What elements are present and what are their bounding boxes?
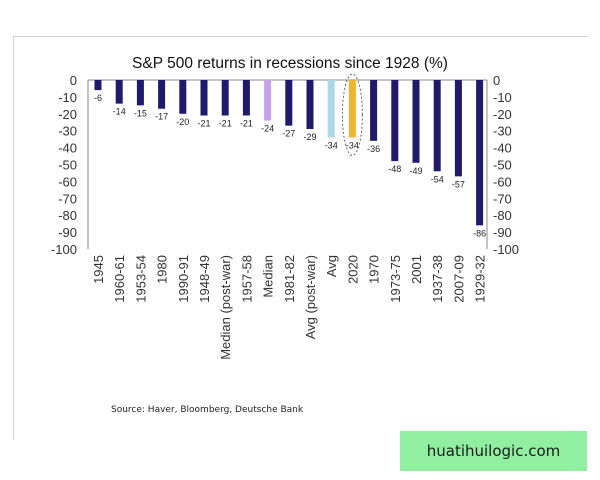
category-label-median-post-war: Median (post-war)	[218, 255, 233, 360]
bar-1980	[158, 80, 166, 109]
left-y-tick-label: -70	[58, 191, 77, 206]
source-note: Source: Haver, Bloomberg, Deutsche Bank	[111, 405, 304, 415]
data-label-1990-91: -20	[176, 117, 189, 127]
right-y-tick-label: -80	[493, 208, 512, 223]
data-label-2020: -34	[346, 140, 359, 150]
bar-1981-82	[285, 80, 293, 126]
data-label-1981-82: -27	[282, 129, 295, 139]
category-label-1953-54: 1953-54	[133, 255, 148, 303]
data-label-1957-58: -21	[240, 118, 253, 128]
left-y-tick-label: -60	[58, 174, 77, 189]
bar-1948-49	[200, 80, 208, 116]
data-label-avg: -34	[325, 140, 338, 150]
bar-median	[264, 80, 272, 121]
category-label-1957-58: 1957-58	[239, 255, 254, 303]
right-y-tick-label: -50	[493, 158, 512, 173]
right-y-tick-label: -60	[493, 174, 512, 189]
data-label-1980: -17	[155, 112, 168, 122]
data-label-1970: -36	[367, 144, 380, 154]
chart-title: S&P 500 returns in recessions since 1928…	[132, 55, 448, 72]
data-label-median: -24	[261, 124, 274, 134]
left-y-tick-label: -90	[58, 225, 77, 240]
data-label-avg-post-war: -29	[303, 132, 316, 142]
bar-1937-38	[433, 80, 441, 172]
right-y-tick-labels: 0 -10 -20 -30 -40 -50-60 -70 -80 -90 -100	[493, 73, 519, 257]
data-label-1929-32: -86	[473, 228, 486, 238]
bar-avg	[327, 80, 335, 138]
category-label-median: Median	[261, 255, 276, 298]
left-y-tick-labels: 0 -10 -20 -30 -40 -50-60 -70 -80 -90 -100	[51, 73, 77, 257]
category-label-1981-82: 1981-82	[282, 255, 297, 303]
bar-median-post-war	[221, 80, 229, 116]
right-y-tick-label: -100	[493, 242, 519, 257]
bar-1990-91	[179, 80, 187, 114]
bar-1970	[370, 80, 378, 141]
category-labels: 1945 1960-61 1953-54 1980 1990-91 1948-49 Medi…	[91, 255, 488, 360]
category-label-1973-75: 1973-75	[388, 255, 403, 303]
data-label-1973-75: -48	[388, 164, 401, 174]
right-y-tick-label: -30	[493, 124, 512, 139]
category-label-1980: 1980	[155, 255, 170, 284]
data-label-median-post-war: -21	[219, 118, 232, 128]
bar-1957-58	[242, 80, 250, 116]
category-label-1990-91: 1990-91	[176, 255, 191, 303]
left-y-tick-label: -10	[58, 90, 77, 105]
category-label-1970: 1970	[367, 255, 382, 284]
left-y-tick-label: -80	[58, 208, 77, 223]
category-label-2001: 2001	[409, 255, 424, 284]
left-y-tick-label: -100	[51, 242, 77, 257]
category-label-avg: Avg	[324, 255, 339, 277]
right-y-tick-label: -40	[493, 141, 512, 156]
left-y-tick-label: -40	[58, 141, 77, 156]
bar-2020	[348, 80, 356, 138]
category-label-1937-38: 1937-38	[430, 255, 445, 303]
data-labels: -6 -14 -15 -17 -20 -21 -21 -21 -24 -27 -29 -34 -34 -3…	[94, 93, 486, 238]
watermark-badge: huatihuilogic.com	[400, 431, 587, 471]
bar-series	[94, 80, 484, 226]
recession-returns-chart: S&P 500 returns in recessions since 1928…	[51, 55, 519, 360]
right-y-tick-label: -20	[493, 107, 512, 122]
data-label-1937-38: -54	[431, 174, 444, 184]
bar-1929-32	[476, 80, 484, 226]
data-label-2001: -49	[409, 166, 422, 176]
category-label-avg-post-war: Avg (post-war)	[303, 255, 318, 339]
left-y-tick-label: -20	[58, 107, 77, 122]
left-y-tick-label: 0	[70, 73, 77, 88]
data-label-2007-09: -57	[452, 179, 465, 189]
bar-1960-61	[115, 80, 123, 104]
bar-1945	[94, 80, 102, 91]
right-y-tick-label: -70	[493, 191, 512, 206]
category-label-1929-32: 1929-32	[473, 255, 488, 303]
bar-avg-post-war	[306, 80, 314, 130]
data-label-1953-54: -15	[134, 108, 147, 118]
bar-2007-09	[454, 80, 462, 177]
frame-top-border	[13, 36, 588, 37]
right-y-tick-label: -10	[493, 90, 512, 105]
left-y-tick-label: -50	[58, 158, 77, 173]
data-label-1945: -6	[94, 93, 102, 103]
right-y-tick-label: 0	[493, 73, 500, 88]
bar-1953-54	[136, 80, 144, 106]
right-y-tick-label: -90	[493, 225, 512, 240]
left-y-tick-label: -30	[58, 124, 77, 139]
category-label-1960-61: 1960-61	[112, 255, 127, 303]
bar-1973-75	[391, 80, 399, 162]
category-label-2007-09: 2007-09	[451, 255, 466, 303]
data-label-1948-49: -21	[197, 118, 210, 128]
frame-left-border	[13, 36, 14, 440]
category-label-2020: 2020	[345, 255, 360, 284]
data-label-1960-61: -14	[113, 107, 126, 117]
category-label-1945: 1945	[91, 255, 106, 284]
bar-2001	[412, 80, 420, 163]
category-label-1948-49: 1948-49	[197, 255, 212, 303]
